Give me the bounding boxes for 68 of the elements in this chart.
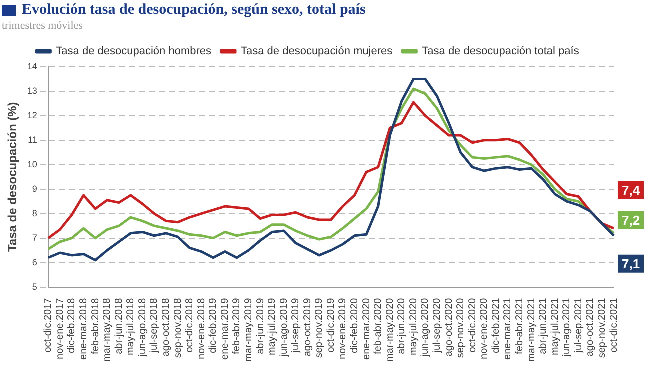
x-tick-label: abr-jun.2021 (538, 298, 550, 354)
x-tick-label: feb-abr.2019 (232, 298, 243, 354)
data-label: 7,4 (622, 183, 641, 198)
x-tick-label: mar-may.2021 (526, 298, 538, 362)
x-tick-label: feb-abr.2021 (514, 298, 526, 354)
x-tick-label: ene-mar.2019 (220, 298, 231, 360)
chart-subtitle: trimestres móviles (1, 20, 84, 34)
x-tick-label: jun-ago.2019 (278, 298, 290, 358)
x-tick-label: jun-ago.2018 (137, 298, 148, 358)
legend-label: Tasa de desocupación total país (422, 46, 580, 58)
y-tick-label: 14 (27, 61, 38, 72)
x-tick-label: jul-sep.2021 (573, 298, 584, 354)
x-tick-label: sep-nov.2020 (456, 298, 467, 358)
x-tick-label: ago-oct.2018 (160, 298, 172, 357)
y-tick-label: 12 (27, 110, 38, 120)
x-tick-label: abr-jun.2020 (396, 298, 408, 354)
x-tick-label: feb-abr.2018 (90, 298, 102, 354)
y-tick-label: 8 (32, 208, 38, 218)
x-tick-label: jun-ago.2020 (420, 298, 432, 358)
x-tick-label: mar-may.2019 (243, 298, 254, 362)
y-tick-label: 5 (32, 282, 38, 292)
x-tick-label: may-jul.2018 (126, 298, 137, 356)
x-tick-label: dic-feb.2019 (208, 298, 220, 354)
legend-label: Tasa de desocupación mujeres (241, 46, 394, 58)
x-tick-label: abr-jun.2018 (114, 298, 125, 354)
x-tick-label: oct-dic.2019 (326, 298, 337, 353)
y-tick-label: 11 (28, 134, 38, 145)
x-tick-label: ene-mar.2021 (502, 298, 514, 360)
x-tick-label: ago-oct.2020 (444, 298, 455, 357)
x-tick-label: jul-sep.2019 (290, 298, 302, 354)
y-axis-title: Tasa de desocupación (%) (6, 102, 20, 252)
x-tick-label: may-jul.2019 (267, 298, 278, 356)
chart-title: Evolución tasa de desocupación, según sexo, total país (22, 2, 366, 18)
x-tick-label: sep-nov.2019 (314, 298, 326, 358)
x-tick-label: nov-ene.2018 (196, 298, 208, 360)
x-tick-label: mar-may.2020 (384, 298, 396, 362)
x-tick-label: sep-nov.2021 (596, 298, 608, 358)
x-tick-label: nov-ene.2017 (54, 298, 66, 360)
x-tick-label: oct-dic.2020 (467, 298, 478, 353)
x-tick-label: ago-oct.2019 (302, 298, 314, 357)
x-tick-label: dic-feb.2020 (350, 298, 361, 354)
x-tick-label: oct-dic.2017 (43, 298, 54, 353)
x-tick-label: dic-feb.2021 (490, 298, 502, 354)
x-tick-label: ago-oct.2021 (585, 298, 596, 357)
x-tick-label: nov-ene.2019 (338, 298, 349, 360)
y-tick-label: 7 (32, 232, 38, 243)
x-tick-label: may-jul.2020 (408, 298, 420, 356)
y-tick-label: 13 (27, 86, 38, 96)
x-tick-label: abr-jun.2019 (255, 298, 266, 354)
y-tick-label: 6 (32, 257, 38, 268)
x-tick-label: nov-ene.2020 (479, 298, 490, 360)
x-tick-label: jul-sep.2018 (149, 298, 160, 354)
x-tick-label: oct-dic.2018 (184, 298, 196, 353)
data-label: 7,1 (622, 256, 640, 272)
x-tick-label: ene-mar.2020 (361, 298, 372, 360)
y-tick-label: 10 (27, 159, 38, 170)
y-tick-label: 9 (32, 184, 38, 194)
x-tick-label: ene-mar.2018 (78, 298, 90, 360)
x-tick-label: jul-sep.2020 (432, 298, 444, 354)
x-tick-label: jun-ago.2021 (562, 298, 573, 358)
x-tick-label: dic-feb.2018 (66, 298, 78, 354)
x-tick-label: mar-may.2018 (102, 298, 114, 362)
data-label: 7,2 (622, 213, 640, 228)
x-tick-label: sep-nov.2018 (172, 298, 184, 358)
legend-label: Tasa de desocupación hombres (56, 46, 212, 58)
x-tick-label: oct-dic.2021 (608, 298, 620, 353)
x-tick-label: may-jul.2021 (550, 298, 561, 356)
x-tick-label: feb-abr.2020 (373, 298, 384, 354)
